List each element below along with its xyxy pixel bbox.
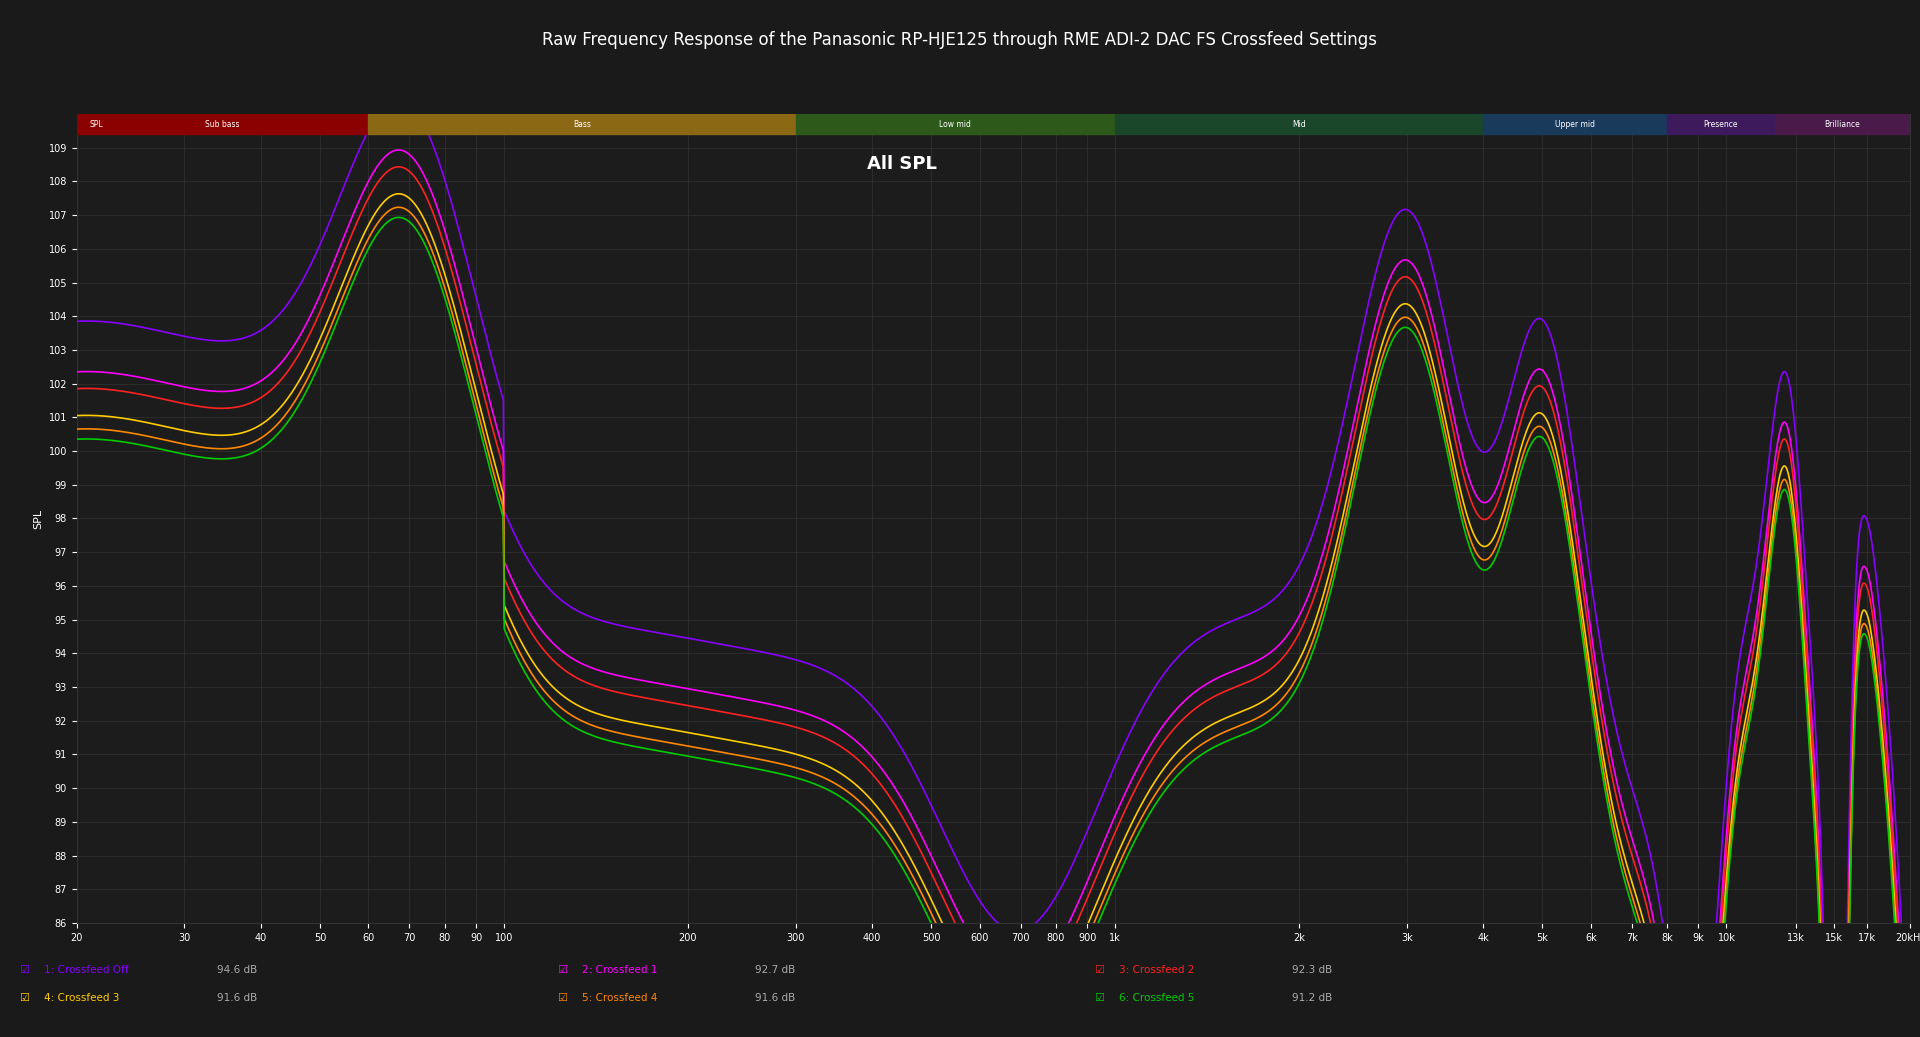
Text: ☑: ☑	[19, 992, 29, 1003]
Text: 4: Crossfeed 3: 4: Crossfeed 3	[44, 992, 119, 1003]
Text: 94.6 dB: 94.6 dB	[217, 964, 257, 975]
Text: ☑: ☑	[557, 992, 566, 1003]
Bar	[1482, 114, 1667, 134]
Text: ☑: ☑	[1094, 992, 1104, 1003]
Text: Brilliance: Brilliance	[1824, 119, 1860, 129]
Text: 91.6 dB: 91.6 dB	[217, 992, 257, 1003]
Text: 2: Crossfeed 1: 2: Crossfeed 1	[582, 964, 657, 975]
Text: ☑: ☑	[19, 964, 29, 975]
Text: 6: Crossfeed 5: 6: Crossfeed 5	[1119, 992, 1194, 1003]
Text: 91.2 dB: 91.2 dB	[1292, 992, 1332, 1003]
Text: Raw Frequency Response of the Panasonic RP-HJE125 through RME ADI-2 DAC FS Cross: Raw Frequency Response of the Panasonic …	[543, 31, 1377, 49]
Y-axis label: SPL: SPL	[33, 508, 42, 529]
Text: ☑: ☑	[557, 964, 566, 975]
Bar	[1774, 114, 1910, 134]
Text: Mid: Mid	[1292, 119, 1306, 129]
Text: Bass: Bass	[572, 119, 591, 129]
Bar	[795, 114, 1116, 134]
Text: 91.6 dB: 91.6 dB	[755, 992, 795, 1003]
Text: 92.3 dB: 92.3 dB	[1292, 964, 1332, 975]
Text: 5: Crossfeed 4: 5: Crossfeed 4	[582, 992, 657, 1003]
Bar	[77, 114, 369, 134]
Text: Sub bass: Sub bass	[205, 119, 240, 129]
Bar	[369, 114, 795, 134]
Text: Low mid: Low mid	[939, 119, 972, 129]
Bar	[1116, 114, 1482, 134]
Text: All SPL: All SPL	[868, 155, 937, 172]
Text: Presence: Presence	[1703, 119, 1738, 129]
Text: ☑: ☑	[1094, 964, 1104, 975]
Text: 1: Crossfeed Off: 1: Crossfeed Off	[44, 964, 129, 975]
Text: Upper mid: Upper mid	[1555, 119, 1596, 129]
Text: 3: Crossfeed 2: 3: Crossfeed 2	[1119, 964, 1194, 975]
Text: 92.7 dB: 92.7 dB	[755, 964, 795, 975]
Text: SPL: SPL	[90, 119, 104, 129]
Bar	[1667, 114, 1774, 134]
